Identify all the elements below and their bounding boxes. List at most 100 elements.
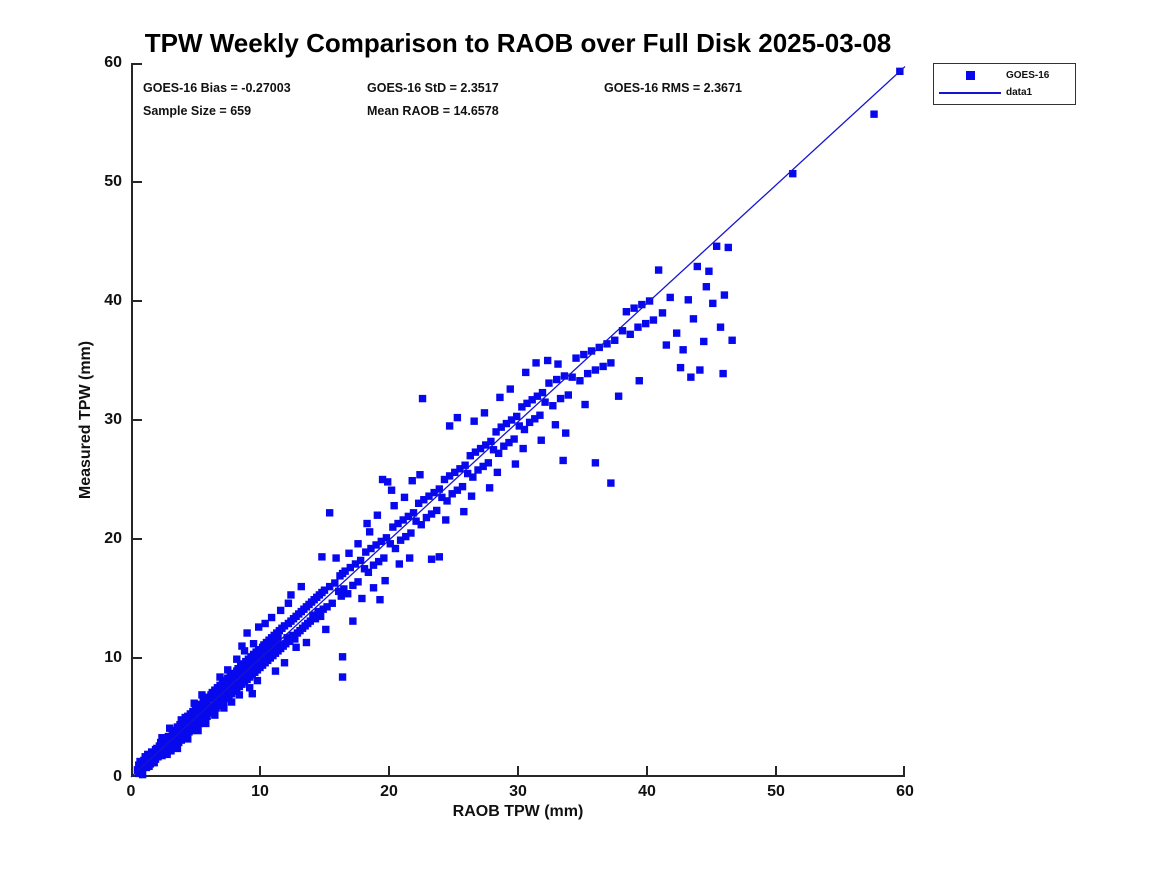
- scatter-point: [390, 501, 398, 510]
- scatter-point: [356, 556, 365, 565]
- scatter-point: [216, 673, 224, 681]
- scatter-point: [399, 516, 407, 524]
- scatter-point: [318, 553, 326, 561]
- scatter-point: [448, 490, 456, 498]
- stat-std: GOES-16 StD = 2.3517: [367, 81, 499, 95]
- scatter-point: [240, 647, 249, 655]
- scatter-point: [560, 372, 569, 380]
- scatter-point: [407, 529, 415, 537]
- scatter-point: [591, 459, 600, 467]
- scatter-point: [395, 560, 404, 568]
- stat-mean-raob: Mean RAOB = 14.6578: [367, 104, 499, 118]
- scatter-point: [551, 421, 560, 429]
- scatter-point: [331, 579, 339, 587]
- scatter-point: [485, 484, 494, 492]
- scatter-point: [696, 366, 704, 374]
- line-sample-icon: [939, 91, 1001, 94]
- scatter-point: [580, 350, 588, 359]
- scatter-point: [470, 417, 478, 425]
- legend-line-cell: [934, 91, 1006, 94]
- scatter-point: [451, 468, 459, 477]
- scatter-point: [522, 368, 530, 377]
- scatter-point: [435, 553, 444, 561]
- scatter-point: [382, 534, 391, 542]
- scatter-point: [480, 409, 489, 417]
- scatter-point: [380, 554, 388, 562]
- legend-marker-cell: [934, 71, 1006, 80]
- scatter-point: [513, 412, 521, 421]
- scatter-point: [364, 568, 373, 577]
- scatter-point: [537, 436, 545, 444]
- scatter-point: [332, 554, 340, 562]
- scatter-point: [409, 509, 418, 517]
- scatter-point: [642, 319, 650, 328]
- scatter-point: [533, 392, 542, 400]
- scatter-point: [427, 510, 436, 518]
- scatter-point: [345, 549, 353, 557]
- scatter-point: [523, 399, 531, 408]
- scatter-point: [666, 293, 674, 302]
- scatter-point: [538, 388, 547, 397]
- scatter-point: [354, 578, 362, 586]
- scatter-point: [618, 327, 627, 335]
- scatter-point: [284, 599, 293, 607]
- scatter-point: [302, 638, 311, 647]
- scatter-point: [622, 308, 631, 316]
- scatter-point: [599, 362, 607, 371]
- scatter-point: [202, 719, 210, 728]
- scatter-point: [693, 262, 702, 271]
- y-tick-label: 30: [104, 411, 122, 428]
- stat-bias: GOES-16 Bias = -0.27003: [143, 81, 291, 95]
- scatter-point: [341, 567, 349, 575]
- scatter-point: [430, 488, 438, 497]
- x-tick-label: 60: [896, 783, 914, 800]
- scatter-point: [325, 582, 334, 591]
- scatter-point: [285, 637, 294, 646]
- scatter-point: [418, 394, 427, 403]
- y-tick-label: 20: [104, 530, 122, 547]
- scatter-point: [635, 377, 643, 385]
- scatter-point: [314, 607, 322, 616]
- scatter-point: [320, 586, 329, 594]
- scatter-point: [297, 582, 305, 591]
- scatter-point: [358, 594, 366, 603]
- scatter-point: [386, 540, 394, 548]
- scatter-point: [489, 446, 498, 454]
- scatter-point: [363, 519, 371, 528]
- scatter-point: [511, 460, 520, 468]
- scatter-point: [349, 617, 357, 625]
- scatter-point: [445, 422, 454, 430]
- scatter-point: [502, 419, 511, 428]
- scatter-point: [376, 595, 384, 604]
- scatter-point: [346, 563, 354, 572]
- scatter-point: [377, 537, 385, 546]
- legend-label: GOES-16: [1006, 70, 1050, 81]
- scatter-point: [525, 418, 534, 427]
- scatter-point: [587, 347, 596, 355]
- scatter-point: [568, 373, 576, 381]
- legend-item-data1: data1: [934, 84, 1075, 101]
- scatter-point: [476, 444, 485, 453]
- scatter-point: [349, 581, 357, 590]
- x-tick-label: 40: [638, 783, 656, 800]
- scatter-point: [662, 341, 671, 349]
- y-tick-label: 50: [104, 173, 122, 190]
- scatter-point: [453, 413, 462, 422]
- y-tick-label: 40: [104, 292, 122, 309]
- x-tick-label: 0: [126, 783, 136, 800]
- scatter-point: [607, 359, 615, 367]
- scatter-point: [438, 493, 446, 502]
- scatter-point: [280, 622, 289, 630]
- scatter-point: [408, 476, 416, 485]
- scatter-point: [374, 557, 383, 566]
- x-axis-label: RAOB TPW (mm): [452, 803, 584, 820]
- scatter-point: [267, 613, 276, 622]
- scatter-point: [532, 359, 540, 367]
- scatter-point: [531, 415, 539, 423]
- scatter-point: [163, 750, 171, 759]
- scatter-point: [492, 428, 500, 436]
- scatter-point: [396, 536, 405, 544]
- scatter-point: [367, 544, 375, 553]
- scatter-point: [467, 492, 476, 500]
- scatter-point: [445, 472, 454, 480]
